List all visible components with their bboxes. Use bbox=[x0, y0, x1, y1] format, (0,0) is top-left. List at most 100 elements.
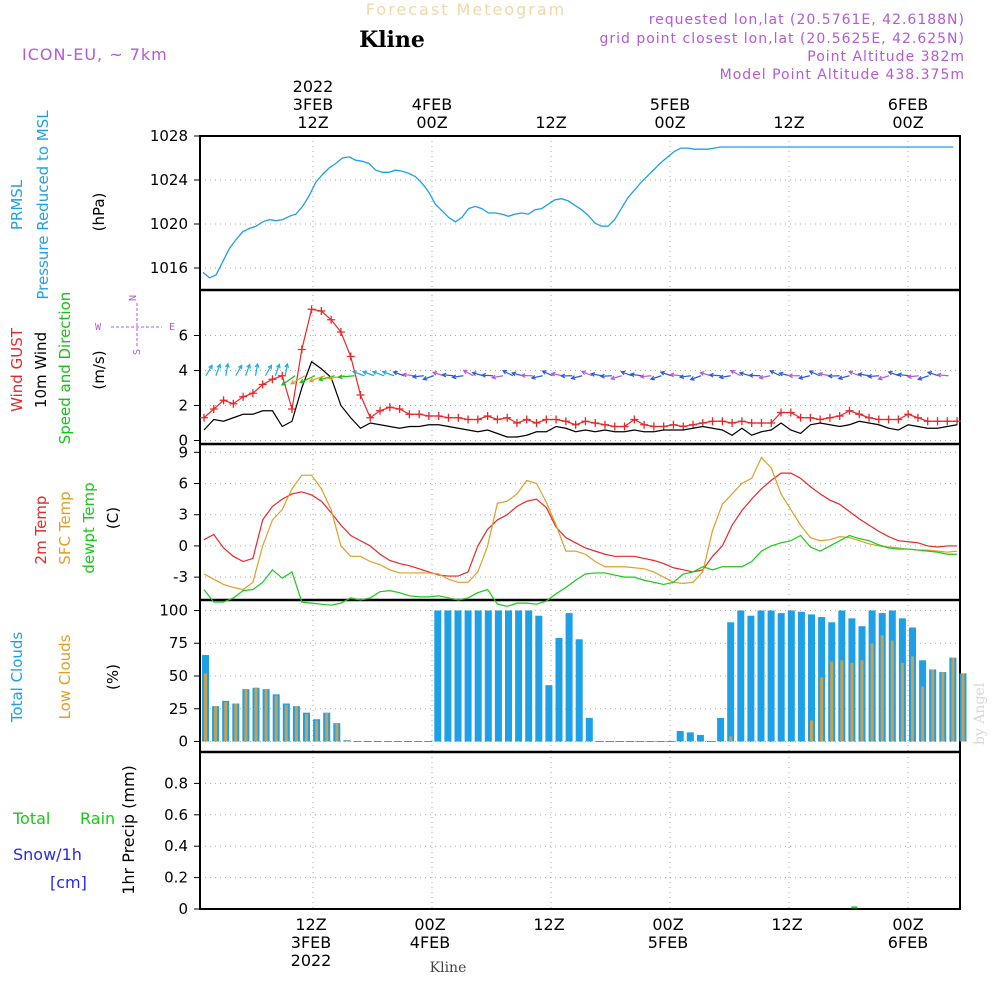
gust-point bbox=[454, 413, 463, 422]
wind-direction-arrowhead bbox=[471, 371, 477, 376]
wind-frame bbox=[199, 289, 961, 445]
compass-w: W bbox=[95, 322, 102, 333]
total-cloud-bar bbox=[515, 610, 523, 742]
wind-direction-arrow bbox=[502, 370, 514, 377]
wind-gust-label: Wind GUST bbox=[8, 327, 26, 412]
wind-direction-arrow bbox=[818, 373, 830, 377]
wind-direction-arrow bbox=[254, 363, 259, 376]
bottom-label-line2: 3FEB bbox=[291, 933, 331, 952]
total-cloud-bar bbox=[535, 615, 543, 742]
gust-point bbox=[512, 419, 521, 427]
gust-point bbox=[620, 422, 629, 431]
wind-direction-arrow bbox=[452, 375, 464, 378]
wind-direction-arrowhead bbox=[837, 375, 843, 381]
gust-point bbox=[894, 415, 903, 424]
wind-direction-arrow bbox=[897, 373, 909, 377]
gust-point bbox=[503, 413, 512, 422]
gust-point bbox=[366, 413, 375, 422]
gust-point bbox=[434, 412, 443, 420]
wind-direction-arrow bbox=[393, 371, 405, 377]
low-cloud-bar bbox=[890, 640, 894, 742]
wind-direction-arrow bbox=[770, 370, 781, 377]
wind-direction-arrowhead bbox=[718, 374, 724, 380]
wind-direction-arrow bbox=[352, 371, 365, 377]
gust-point bbox=[317, 307, 326, 315]
temp-dewpt-label: dewpt Temp bbox=[80, 482, 98, 573]
wind-direction-arrowhead bbox=[758, 374, 764, 380]
location-title: Kline bbox=[359, 27, 425, 53]
top-time-axis: 2022 3FEB 12Z 4FEB 00Z 12Z 5FEB 00Z 12Z … bbox=[293, 77, 929, 132]
low-cloud-bar bbox=[840, 660, 844, 742]
wind-direction-arrowhead bbox=[560, 373, 566, 379]
wind-direction-arrow bbox=[630, 373, 642, 377]
wind-direction-arrow bbox=[551, 372, 563, 377]
wind-direction-arrow bbox=[927, 371, 939, 377]
wind-tick-label: 0 bbox=[178, 432, 188, 450]
gust-point bbox=[835, 412, 844, 420]
wind-direction-arrowhead bbox=[589, 371, 596, 377]
wind-line bbox=[203, 360, 958, 438]
top-label-line3: 12Z bbox=[535, 113, 566, 132]
wind-direction-arrowhead bbox=[699, 371, 705, 376]
wind-direction-arrow bbox=[245, 364, 251, 376]
gust-point bbox=[356, 391, 365, 399]
wind-direction-arrowhead bbox=[689, 376, 695, 381]
wind-direction-arrowhead bbox=[769, 370, 775, 375]
total-cloud-bar bbox=[434, 610, 442, 742]
gust-point bbox=[845, 406, 854, 415]
pressure-tick-label: 1028 bbox=[150, 127, 188, 145]
wind-direction-arrowhead bbox=[422, 375, 428, 381]
temperature-frame bbox=[199, 443, 961, 601]
wind-direction-arrowhead bbox=[308, 377, 314, 383]
wind-direction-arrowhead bbox=[896, 372, 902, 378]
wind-direction-arrowhead bbox=[337, 374, 343, 380]
total-cloud-bar bbox=[727, 622, 735, 742]
low-cloud-bar bbox=[900, 662, 904, 742]
gust-point bbox=[855, 410, 864, 419]
wind-direction-arrow bbox=[838, 375, 850, 380]
wind-direction-arrowhead bbox=[327, 375, 333, 381]
temp-unit: (C) bbox=[104, 507, 122, 529]
model-label: ICON-EU, ~ 7km bbox=[22, 45, 168, 64]
precip-total-label: Total bbox=[12, 809, 50, 828]
wind-direction-arrow bbox=[709, 374, 721, 377]
wind-direction-arrow bbox=[328, 375, 345, 380]
bottom-label-line1: 12Z bbox=[533, 915, 564, 934]
point-altitude: Point Altitude 382m bbox=[807, 49, 965, 65]
wind-direction-arrow bbox=[571, 375, 583, 379]
wind-direction-arrowhead bbox=[580, 370, 587, 375]
bottom-label-line1: 12Z bbox=[295, 915, 326, 934]
pressure-line bbox=[202, 146, 954, 279]
wind-direction-arrowhead bbox=[254, 362, 260, 368]
wind-direction-arrow bbox=[848, 371, 860, 377]
bottom-label-line2: 5FEB bbox=[648, 933, 688, 952]
gust-point bbox=[571, 420, 580, 429]
precip-cm-label: [cm] bbox=[50, 873, 87, 892]
low-cloud-bar bbox=[294, 706, 298, 742]
gust-point bbox=[542, 415, 551, 424]
gust-point bbox=[649, 422, 658, 431]
total-cloud-bar bbox=[676, 731, 684, 742]
bottom-label-line2: 4FEB bbox=[410, 933, 450, 952]
wind-direction-arrow bbox=[492, 375, 504, 379]
total-cloud-bar bbox=[575, 639, 583, 742]
wind-tick-label: 2 bbox=[178, 397, 188, 415]
footer-location: Kline bbox=[430, 960, 467, 976]
wind-direction-arrow bbox=[309, 375, 326, 382]
low-cloud-bar bbox=[204, 673, 207, 742]
total-cloud-bar bbox=[474, 610, 482, 742]
wind-direction-arrow bbox=[907, 375, 919, 378]
gust-point bbox=[943, 417, 952, 426]
gust-point bbox=[239, 392, 248, 401]
gust-point bbox=[483, 412, 492, 420]
gust-point bbox=[288, 405, 297, 413]
gust-point bbox=[405, 410, 414, 419]
clouds-tick-label: 75 bbox=[169, 634, 188, 652]
cloud-unit: (%) bbox=[104, 664, 122, 690]
gust-point bbox=[786, 408, 795, 417]
wind-direction-arrow bbox=[719, 375, 731, 379]
precipitation-tick-label: 0.6 bbox=[164, 806, 188, 824]
wind-direction-arrow bbox=[759, 375, 771, 379]
wind-direction-arrowhead bbox=[530, 374, 536, 380]
model-altitude: Model Point Altitude 438.375m bbox=[720, 67, 965, 83]
